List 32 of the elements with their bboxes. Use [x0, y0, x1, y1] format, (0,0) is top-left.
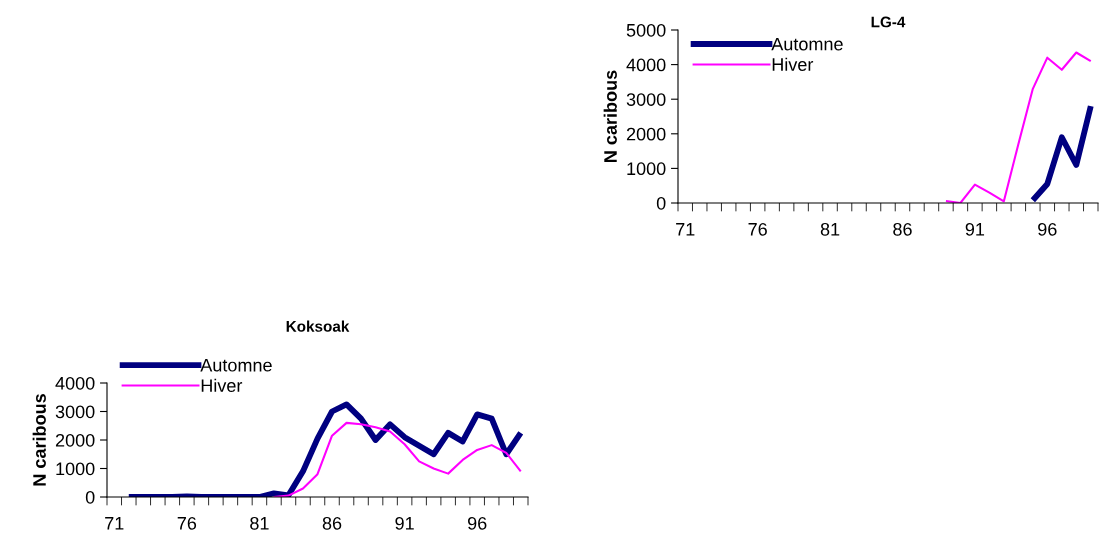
x-tick-label: 71: [105, 517, 124, 530]
x-tick-label: 96: [468, 516, 487, 530]
x-tick-label: 76: [177, 516, 197, 530]
x-tick-label: 71: [676, 223, 695, 236]
x-tick-label: 76: [748, 222, 767, 236]
legend-label: Hiver: [772, 57, 814, 71]
x-tick-label: 96: [1038, 222, 1057, 236]
x-tick-label: 91: [965, 222, 985, 236]
legend-label: Automne: [771, 37, 843, 51]
y-tick-label: 3000: [55, 405, 95, 419]
x-tick-label: 86: [322, 516, 342, 530]
legend-label: Automne: [200, 358, 272, 372]
y-tick-label: 0: [656, 196, 666, 210]
chart-title: LG-4: [871, 16, 906, 28]
x-tick-label: 81: [250, 516, 269, 530]
chart-title: Koksoak: [286, 320, 350, 332]
y-tick-label: 4000: [626, 58, 666, 72]
y-tick-label: 2000: [55, 433, 95, 447]
y-tick-label: 2000: [626, 127, 666, 141]
y-tick-label: 1000: [627, 162, 666, 176]
legend-label: Hiver: [201, 378, 243, 393]
x-tick-label: 86: [893, 222, 912, 236]
x-tick-label: 81: [820, 222, 840, 236]
y-tick-label: 5000: [626, 23, 666, 37]
x-tick-label: 91: [395, 516, 414, 530]
line-series: [944, 51, 1092, 203]
y-axis-title: N caribous: [603, 70, 617, 162]
y-axis-title: N caribous: [32, 394, 46, 486]
y-tick-label: 4000: [55, 376, 95, 390]
y-tick-label: 0: [85, 490, 95, 504]
y-tick-label: 1000: [56, 462, 95, 476]
y-tick-label: 3000: [626, 93, 666, 106]
